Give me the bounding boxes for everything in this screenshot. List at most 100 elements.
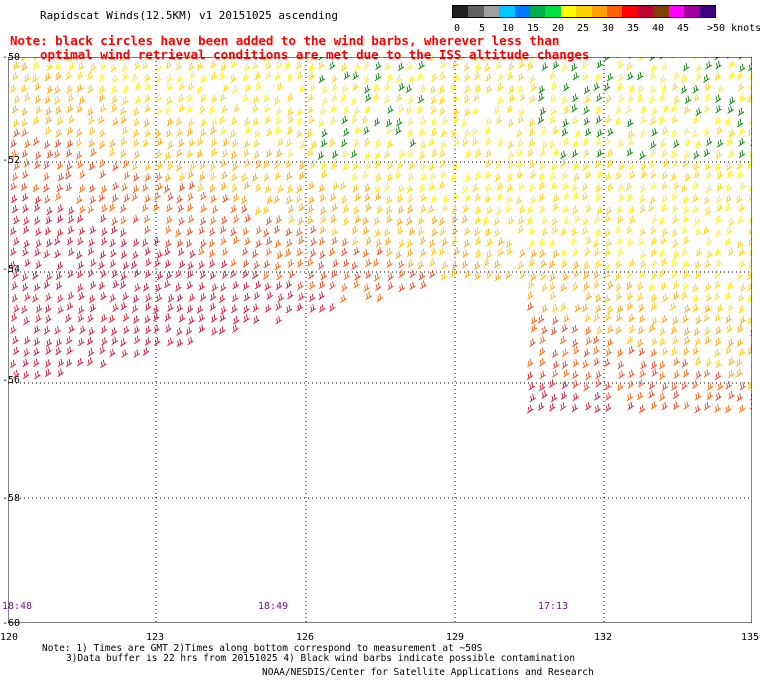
wind-barb: [244, 158, 251, 168]
wind-barb: [57, 294, 64, 303]
wind-barb: [725, 183, 732, 193]
wind-barb: [739, 381, 747, 391]
wind-barb: [188, 181, 196, 190]
wind-barb: [340, 294, 347, 304]
wind-barb: [659, 392, 666, 402]
wind-barb: [383, 182, 391, 192]
wind-barb: [539, 249, 546, 258]
wind-barb: [167, 303, 174, 312]
legend-swatch: [483, 6, 500, 17]
wind-barb: [605, 403, 612, 412]
wind-barb: [134, 95, 141, 105]
wind-barb: [285, 171, 293, 181]
wind-barb: [21, 62, 28, 72]
wind-barb: [286, 126, 294, 136]
wind-barb: [112, 74, 119, 84]
wind-barb: [593, 346, 600, 355]
wind-barb: [254, 71, 262, 81]
wind-barb: [133, 107, 140, 117]
wind-barb: [595, 304, 602, 314]
wind-barb: [430, 95, 437, 105]
wind-barb: [705, 170, 713, 179]
wind-barb: [134, 81, 142, 91]
wind-barb: [200, 74, 208, 84]
wind-barb: [692, 193, 699, 203]
wind-barb: [133, 138, 140, 148]
wind-barb: [76, 128, 83, 137]
wind-barb: [464, 226, 471, 236]
wind-barb: [438, 85, 446, 94]
wind-barb: [287, 93, 294, 103]
wind-barb: [407, 259, 415, 269]
wind-barb: [626, 192, 634, 202]
wind-barb: [198, 324, 206, 333]
wind-barb: [638, 314, 646, 324]
wind-barb: [724, 404, 732, 414]
wind-barb: [43, 280, 51, 289]
wind-barb: [529, 183, 536, 192]
wind-barb: [695, 370, 702, 380]
wind-barb: [527, 358, 534, 368]
wind-barb: [196, 305, 204, 314]
wind-barb: [23, 216, 30, 226]
wind-barb: [637, 84, 645, 93]
wind-barb: [120, 216, 127, 225]
wind-barb: [306, 129, 314, 138]
wind-barb: [242, 73, 250, 82]
wind-barb: [211, 94, 218, 104]
wind-barb: [363, 126, 370, 135]
wind-barb: [350, 149, 358, 159]
wind-barb: [716, 203, 723, 212]
wind-barb: [650, 302, 658, 311]
wind-barb: [32, 183, 40, 193]
legend-swatch: [499, 6, 515, 17]
wind-barb: [132, 238, 140, 247]
wind-barb: [186, 104, 193, 114]
wind-barb: [110, 327, 118, 336]
wind-barb: [407, 172, 415, 182]
wind-barb: [57, 305, 64, 315]
wind-barb: [706, 391, 714, 401]
wind-barb: [507, 173, 514, 182]
wind-barb: [651, 337, 658, 346]
wind-barb: [605, 348, 612, 357]
wind-barb: [266, 127, 273, 137]
wind-barb: [167, 294, 175, 303]
wind-barb: [692, 283, 699, 293]
wind-barb: [24, 139, 31, 149]
wind-barb: [67, 291, 75, 300]
wind-barb: [186, 93, 193, 103]
wind-barb: [307, 148, 314, 157]
wind-barb: [541, 227, 548, 237]
lat-label: -60: [2, 618, 21, 629]
wind-barb: [583, 148, 590, 158]
wind-barb: [527, 148, 534, 158]
wind-barb: [638, 57, 645, 61]
wind-barb: [627, 137, 635, 147]
wind-barb: [341, 115, 349, 125]
wind-barb: [331, 236, 339, 245]
wind-barb: [166, 82, 173, 92]
wind-barb: [560, 227, 568, 236]
wind-barb: [65, 336, 73, 345]
wind-barb: [439, 227, 447, 236]
wind-barb: [736, 118, 744, 128]
wind-barb: [372, 258, 380, 267]
legend-swatch: [560, 6, 577, 17]
wind-barb: [198, 282, 206, 291]
wind-barb: [287, 115, 294, 124]
wind-barb: [66, 346, 73, 355]
wind-barb: [593, 270, 600, 279]
wind-barb: [319, 250, 326, 260]
wind-barb: [420, 116, 427, 125]
wind-barb: [320, 206, 327, 216]
wind-barb: [680, 74, 688, 83]
wind-barb: [616, 236, 623, 246]
wind-barb: [275, 107, 283, 116]
wind-barb: [198, 172, 206, 182]
wind-barb: [98, 115, 105, 125]
wind-barb: [243, 181, 251, 190]
wind-barb: [530, 272, 537, 281]
wind-barb: [65, 170, 72, 180]
wind-barb: [79, 325, 86, 335]
